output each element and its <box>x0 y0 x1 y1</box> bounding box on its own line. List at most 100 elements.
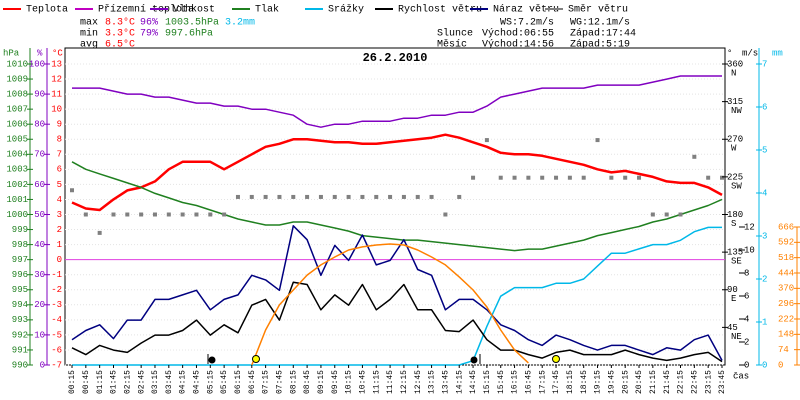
direction-point <box>249 194 254 199</box>
y-tick-label: 315 <box>727 97 743 107</box>
y-tick-label: 270 <box>727 135 743 145</box>
y-tick-label: 1004 <box>6 150 28 160</box>
direction-point <box>139 212 144 217</box>
direction-point <box>720 175 724 180</box>
x-tick-label: 14:45 <box>469 370 478 394</box>
x-tick-label: 20:15 <box>621 370 630 394</box>
y-tick-label: 0 <box>40 360 45 370</box>
y-tick-label: 60 <box>34 180 45 190</box>
series-line <box>71 281 723 363</box>
stat-value: 79% <box>140 29 158 40</box>
y-tick-label: 8 <box>57 135 62 145</box>
x-tick-label: 16:45 <box>524 370 533 394</box>
y-tick-label: 1000 <box>6 210 28 220</box>
y-tick-label: 74 <box>778 345 789 355</box>
x-tick-label: 06:45 <box>248 370 257 394</box>
plot-frame <box>64 47 726 366</box>
y-tick-label: 4 <box>762 188 767 198</box>
stat-label: min <box>80 28 98 40</box>
y-tick-label: -7 <box>51 360 62 370</box>
y-tick-label: 0 <box>57 255 62 265</box>
x-tick-label: 13:45 <box>442 370 451 394</box>
x-tick-label: 07:15 <box>262 370 271 394</box>
series-line <box>71 133 723 212</box>
x-tick-label: 06:15 <box>234 370 243 394</box>
y-tick-label: 1002 <box>6 180 28 190</box>
y-tick-label: 1007 <box>6 105 28 115</box>
y-tick-label: 20 <box>34 300 45 310</box>
x-tick-label: 09:15 <box>317 370 326 394</box>
direction-point <box>650 212 655 217</box>
x-tick-label: 09:45 <box>331 370 340 394</box>
x-tick-label: 21:15 <box>649 370 658 394</box>
y-tick-label: 10 <box>34 330 45 340</box>
y-tick-label: -2 <box>51 285 62 295</box>
chart-title: 26.2.2010 <box>363 51 428 65</box>
x-tick-label: 16:15 <box>511 370 520 394</box>
direction-point <box>415 194 420 199</box>
y-tick-label: -1 <box>51 270 62 280</box>
direction-point <box>692 154 697 159</box>
legend-label: Rychlost větru <box>398 4 482 16</box>
x-tick-label: 10:15 <box>345 370 354 394</box>
series-line <box>72 75 722 128</box>
x-tick-label: 02:15 <box>123 370 132 394</box>
y-tick-label: 8 <box>744 268 749 278</box>
y-tick-label: 90 <box>727 285 738 295</box>
y-tick-label: 10 <box>744 245 755 255</box>
compass-label: NW <box>731 106 742 116</box>
moon-set: Západ:5:19 <box>570 39 630 51</box>
direction-point <box>346 194 351 199</box>
y-tick-label: 80 <box>34 120 45 130</box>
direction-point <box>567 175 572 180</box>
direction-point <box>70 188 74 193</box>
direction-point <box>664 212 669 217</box>
y-tick-label: 995 <box>12 285 28 295</box>
y-tick-label: 592 <box>778 238 794 248</box>
direction-point <box>332 194 337 199</box>
direction-point <box>83 212 88 217</box>
y-tick-label: 30 <box>34 270 45 280</box>
y-tick-label: 444 <box>778 268 794 278</box>
axis-unit-label: hPa <box>3 48 20 58</box>
moon-set-marker <box>208 356 216 364</box>
x-tick-label: 10:45 <box>359 370 368 394</box>
y-tick-label: 6 <box>762 102 767 112</box>
y-tick-label: 999 <box>12 225 28 235</box>
stat-value: 8.3°C <box>105 17 135 29</box>
y-tick-label: 12 <box>51 74 62 84</box>
direction-point <box>471 175 476 180</box>
legend-label: Tlak <box>255 4 279 16</box>
y-tick-label: 1 <box>57 240 62 250</box>
direction-point <box>526 175 531 180</box>
y-tick-label: 0 <box>744 360 749 370</box>
stat-value: 1003.5hPa <box>165 17 219 29</box>
x-tick-label: 17:15 <box>538 370 547 394</box>
direction-point <box>263 194 268 199</box>
y-tick-label: 70 <box>34 150 45 160</box>
x-axis-label: čas <box>733 371 749 381</box>
series-line <box>71 161 723 252</box>
compass-label: SW <box>731 181 742 191</box>
y-tick-label: 3 <box>762 231 767 241</box>
direction-point <box>152 212 157 217</box>
direction-point <box>194 212 199 217</box>
y-tick-label: 1010 <box>6 59 28 69</box>
legend-label: Přízemní teplota <box>98 4 194 16</box>
wind-stat: WG:12.1m/s <box>570 17 630 29</box>
direction-point <box>208 212 213 217</box>
sunset-marker <box>552 355 560 363</box>
y-tick-label: 1 <box>762 317 767 327</box>
direction-point <box>457 194 462 199</box>
x-tick-label: 08:15 <box>289 370 298 394</box>
direction-point <box>498 175 503 180</box>
y-tick-label: 148 <box>778 330 794 340</box>
direction-point <box>222 212 227 217</box>
axis-unit-label: % <box>37 48 43 58</box>
y-tick-label: 222 <box>778 314 794 324</box>
y-tick-label: 6 <box>744 291 749 301</box>
x-tick-label: 21:45 <box>663 370 672 394</box>
x-tick-label: 18:45 <box>580 370 589 394</box>
direction-point <box>291 194 296 199</box>
legend-label: Srážky <box>328 4 364 16</box>
